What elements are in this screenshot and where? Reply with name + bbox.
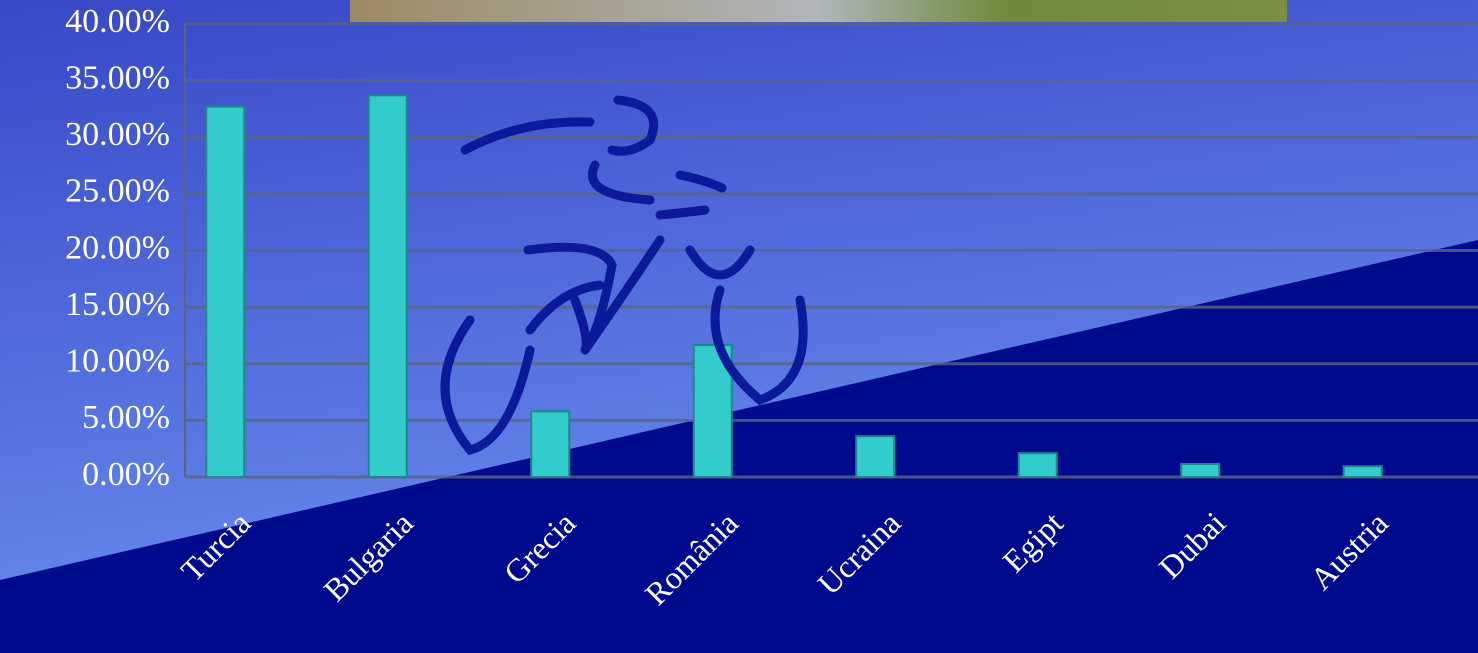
y-tick-label: 30.00% xyxy=(65,116,170,153)
bar xyxy=(1017,452,1058,478)
background-triangle xyxy=(0,240,1478,653)
bar xyxy=(1180,462,1221,479)
y-tick-label: 25.00% xyxy=(65,173,170,210)
y-tick-label: 0.00% xyxy=(82,456,170,493)
y-tick-label: 40.00% xyxy=(65,3,170,40)
bar xyxy=(855,435,896,479)
bar xyxy=(205,105,246,479)
y-tick-label: 5.00% xyxy=(82,399,170,436)
y-tick-label: 10.00% xyxy=(65,343,170,380)
y-tick-label: 15.00% xyxy=(65,286,170,323)
y-tick-label: 35.00% xyxy=(65,59,170,96)
bar xyxy=(367,94,408,478)
cyclist-logo xyxy=(440,95,808,456)
photo-strip xyxy=(350,0,1287,22)
bar xyxy=(1342,465,1383,478)
bar xyxy=(530,410,571,478)
y-tick-label: 20.00% xyxy=(65,229,170,266)
